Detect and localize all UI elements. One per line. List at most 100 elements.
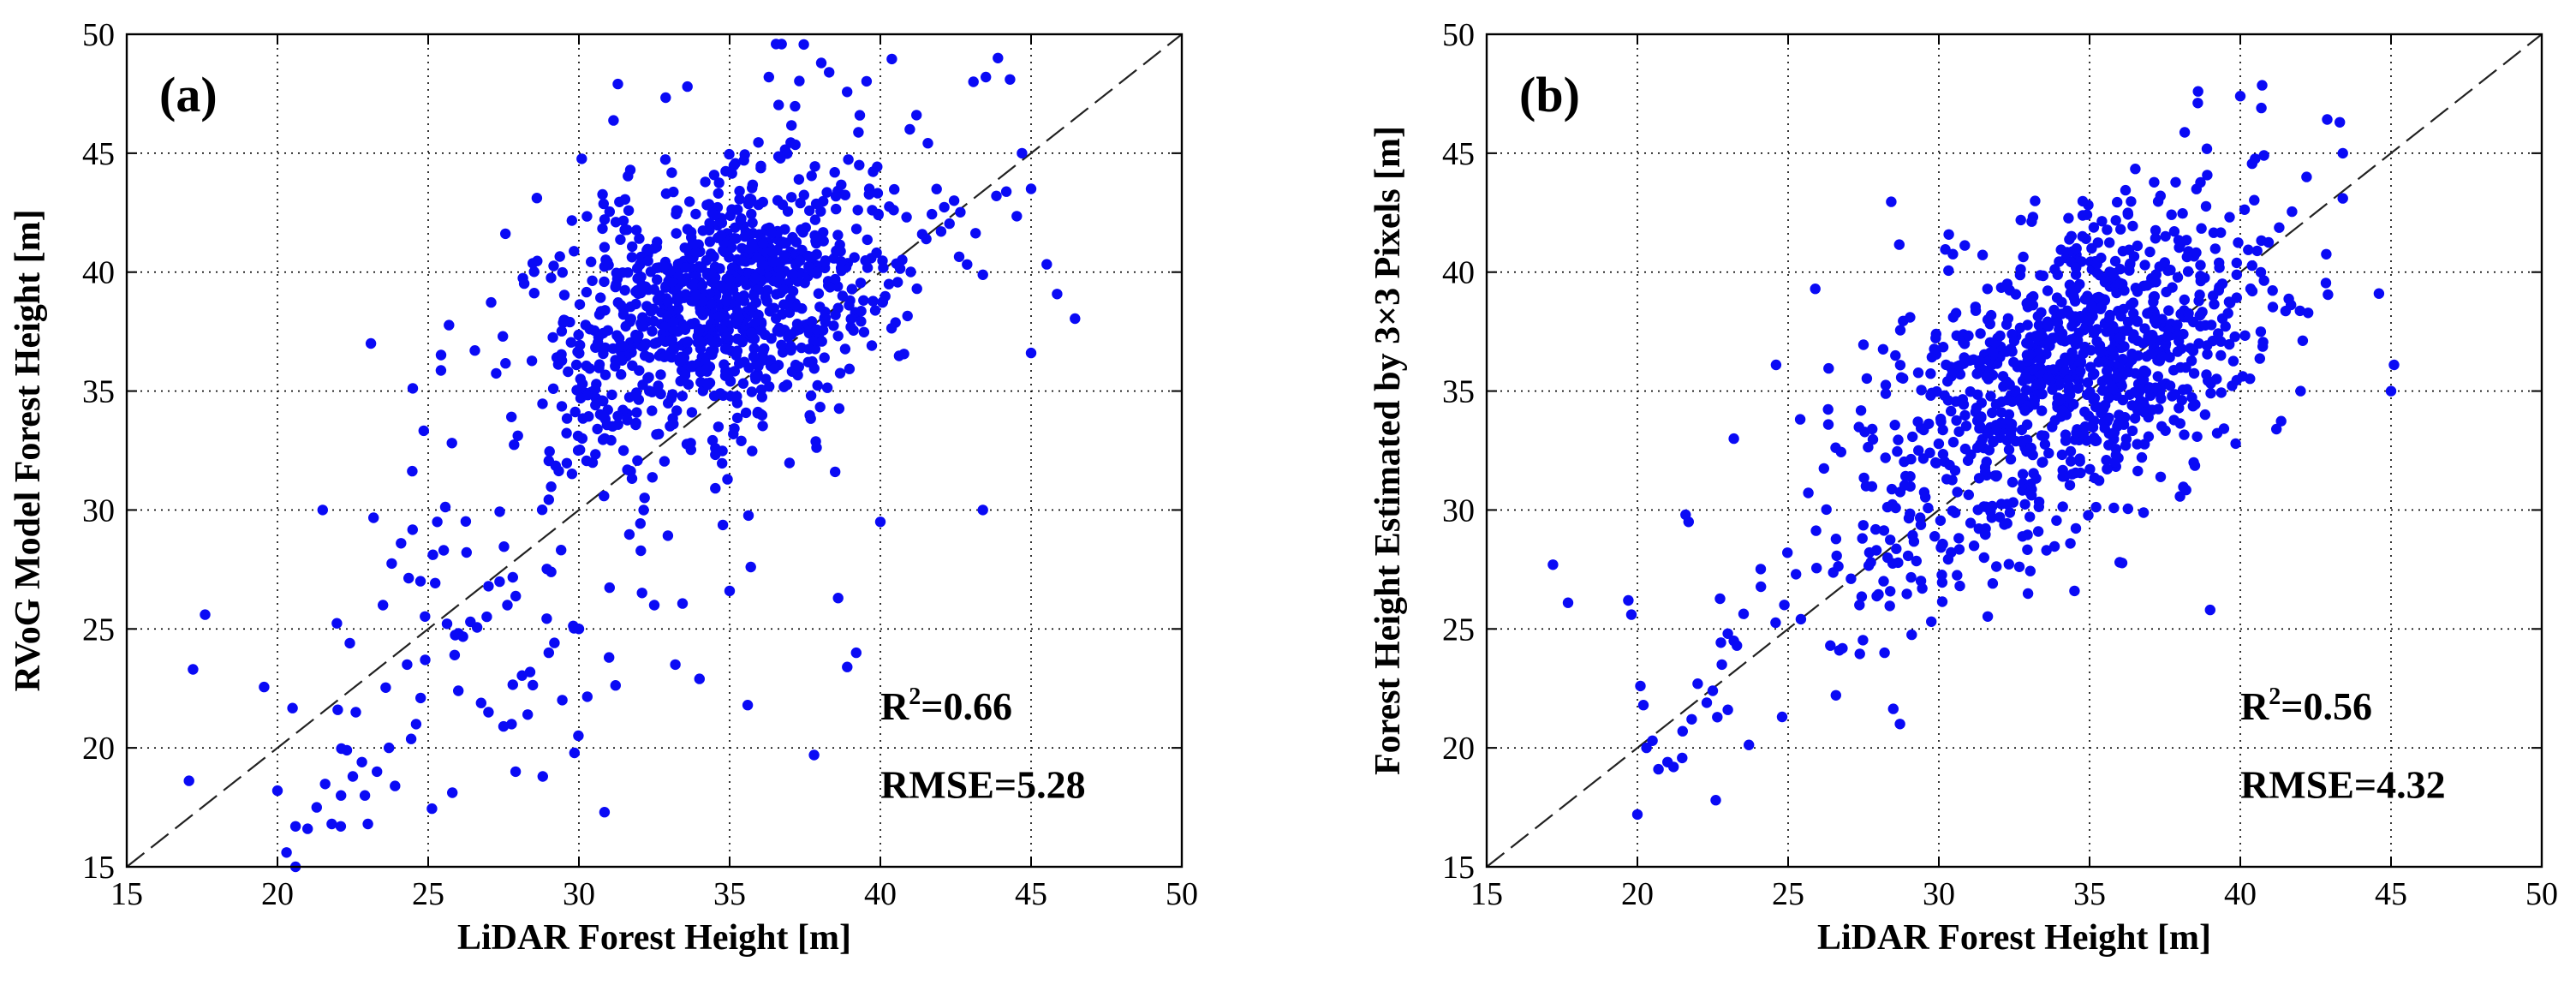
data-point <box>935 226 947 237</box>
data-point <box>603 260 614 271</box>
data-point <box>748 290 760 301</box>
data-point <box>597 188 608 200</box>
data-point <box>506 411 517 422</box>
data-point <box>619 194 631 205</box>
data-point <box>843 154 854 165</box>
data-point <box>2138 507 2150 518</box>
data-point <box>200 609 211 620</box>
data-point <box>2172 346 2184 357</box>
data-point <box>595 292 606 303</box>
data-point <box>717 281 729 292</box>
data-point <box>2224 212 2235 223</box>
data-point <box>556 325 568 337</box>
data-point <box>672 296 683 307</box>
data-point <box>2026 216 2037 227</box>
data-point <box>2122 503 2133 515</box>
data-point <box>856 306 867 317</box>
data-point <box>778 381 790 392</box>
data-point <box>2106 324 2118 336</box>
data-point <box>671 208 682 220</box>
data-point <box>724 210 736 221</box>
one-to-one-reference-line <box>1486 33 2543 868</box>
data-point <box>441 618 453 630</box>
data-point <box>2181 235 2192 246</box>
data-point <box>689 318 701 329</box>
data-point <box>1913 445 1924 457</box>
data-point <box>1895 372 1907 383</box>
data-point <box>1005 74 1016 86</box>
data-point <box>648 284 659 296</box>
data-point <box>2155 471 2167 482</box>
data-point <box>2115 224 2126 235</box>
data-point <box>701 200 713 211</box>
data-point <box>623 170 634 182</box>
data-point <box>742 510 754 522</box>
data-point <box>573 329 584 341</box>
data-point <box>2152 371 2163 382</box>
data-point <box>537 771 548 782</box>
data-point <box>2077 230 2088 242</box>
data-point <box>610 281 621 293</box>
data-point <box>1942 376 1953 387</box>
data-point <box>2093 402 2104 413</box>
data-point <box>2213 284 2224 296</box>
data-point <box>830 466 841 478</box>
data-point <box>734 194 745 205</box>
data-point <box>648 600 660 611</box>
data-point <box>2188 457 2199 469</box>
data-point <box>2093 356 2104 367</box>
data-point <box>593 337 604 349</box>
data-point <box>2096 346 2107 358</box>
data-point <box>2065 445 2077 457</box>
data-point <box>1810 525 1822 536</box>
data-point <box>2026 490 2037 501</box>
data-point <box>1976 412 1987 423</box>
y-tick-label: 25 <box>1442 612 1475 648</box>
data-point <box>611 267 622 278</box>
data-point <box>1716 659 1727 671</box>
data-point <box>830 309 841 320</box>
data-point <box>2069 585 2080 597</box>
data-point <box>734 358 745 369</box>
data-point <box>701 254 713 266</box>
data-point <box>1899 480 1911 491</box>
data-point <box>774 326 785 337</box>
data-point <box>2164 352 2175 363</box>
data-point <box>677 391 688 402</box>
data-point <box>2227 355 2239 367</box>
data-point <box>506 719 517 730</box>
y-tick-label: 30 <box>82 493 115 528</box>
data-point <box>2195 260 2206 271</box>
data-point <box>921 233 932 245</box>
data-point <box>2150 224 2162 236</box>
data-point <box>2215 336 2227 347</box>
data-point <box>2148 296 2159 307</box>
data-point <box>494 576 505 588</box>
data-point <box>1995 407 2007 418</box>
data-point <box>188 664 199 675</box>
y-tick-label: 50 <box>1442 17 1475 53</box>
data-point <box>686 361 697 373</box>
data-point <box>336 790 347 801</box>
data-point <box>2008 356 2019 368</box>
data-point <box>2161 286 2172 298</box>
data-point <box>2036 379 2047 390</box>
data-point <box>2054 394 2066 406</box>
data-point <box>2071 427 2082 439</box>
data-point <box>1877 343 1889 355</box>
data-point <box>2132 465 2144 477</box>
data-point <box>2150 233 2162 244</box>
data-point <box>2187 345 2199 356</box>
data-point <box>1943 265 1954 277</box>
data-point <box>2077 195 2089 207</box>
data-point <box>581 455 593 467</box>
data-point <box>1791 569 1802 580</box>
data-point <box>507 571 518 583</box>
data-point <box>610 217 622 228</box>
data-point <box>631 407 642 418</box>
data-point <box>2211 373 2222 385</box>
data-point <box>686 231 697 243</box>
data-point <box>469 345 480 356</box>
data-point <box>786 342 797 354</box>
